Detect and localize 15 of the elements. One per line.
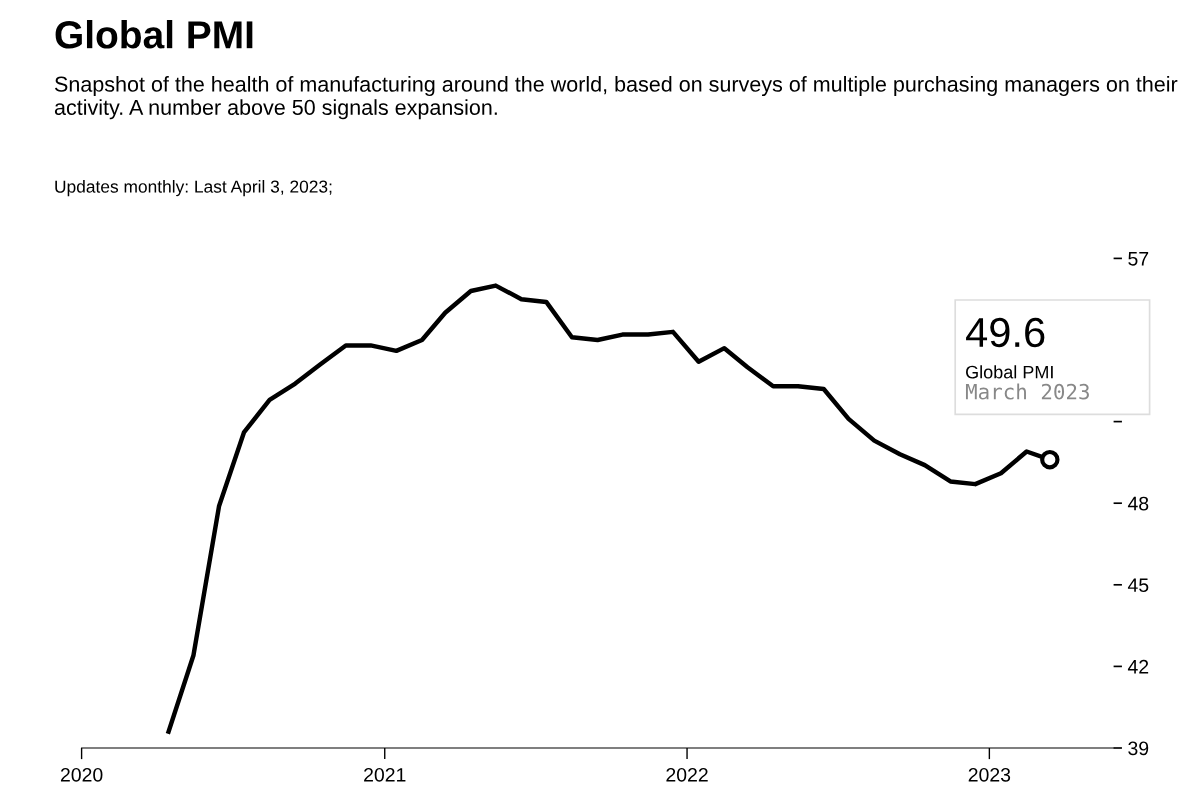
text: Updates monthly: Last April 3, 2023;: [55, 180, 332, 197]
x-tick-label: 2020: [60, 767, 103, 782]
y-tick-label: 39: [1128, 741, 1149, 756]
y-tick-label: 45: [1127, 578, 1149, 593]
annotation: 49.6: [966, 317, 1045, 348]
x-tick-label: 2021: [364, 767, 406, 782]
x-tick-label: 2023: [968, 767, 1011, 782]
y-tick-label: 57: [1128, 252, 1149, 266]
annotation: March 2023: [965, 383, 1089, 400]
annotation: Global PMI: [966, 365, 1053, 379]
x-tick-label: 2022: [666, 767, 708, 782]
y-tick-label: 42: [1127, 659, 1149, 674]
chart-subtitle: Snapshot of the health of manufacturing around the world, based on surveys of multiple purchasing managers on their activity. A number above 50 signals expansion.: [54, 76, 1178, 120]
chart-title: Global PMI: [55, 20, 253, 49]
y-tick-label: 48: [1127, 496, 1149, 511]
